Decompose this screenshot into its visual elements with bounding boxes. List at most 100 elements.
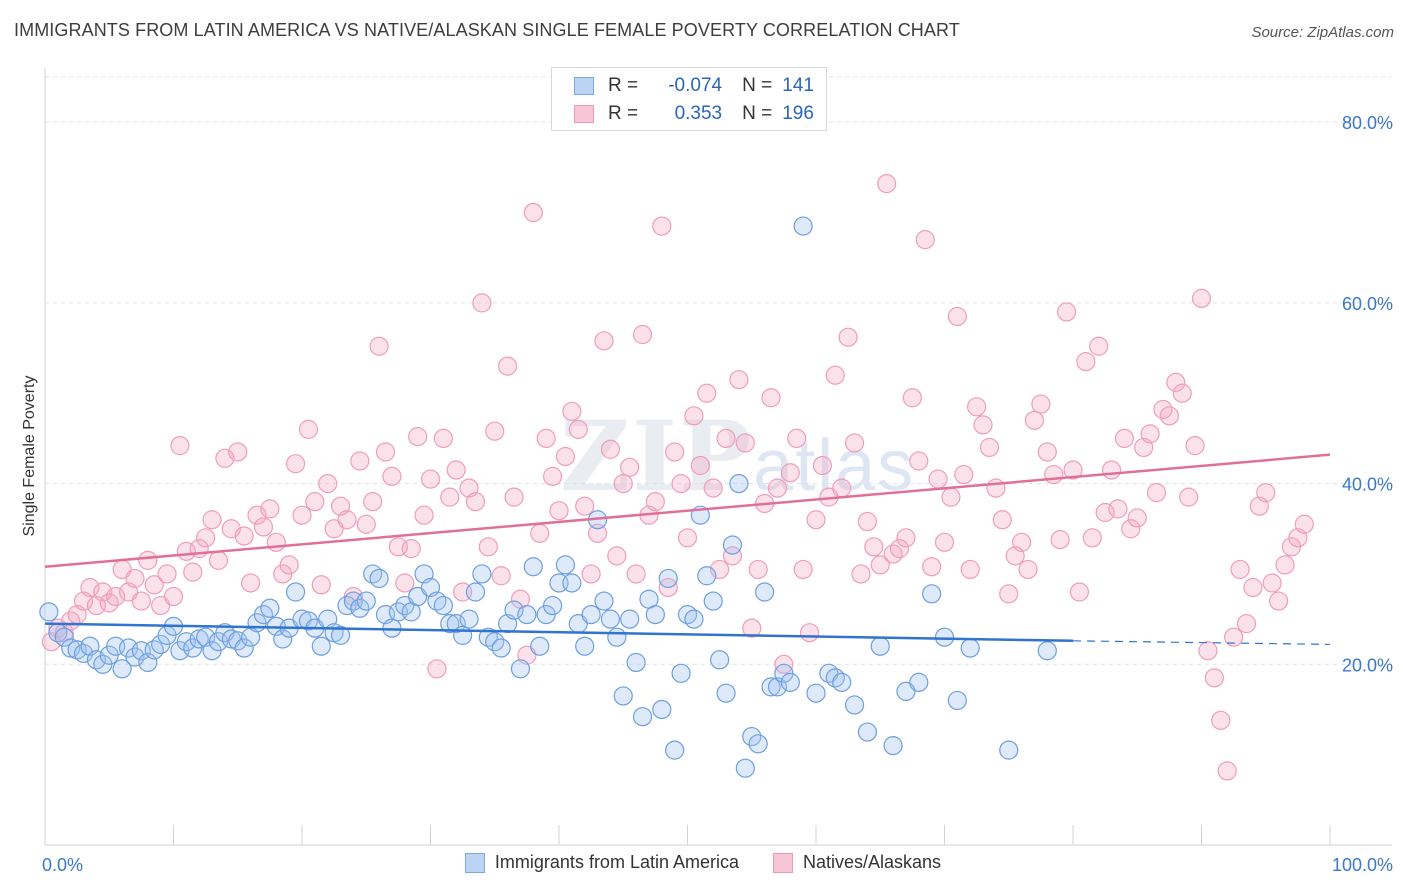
data-point-immigrants <box>947 690 967 711</box>
data-point-immigrants <box>555 555 576 575</box>
data-point-natives <box>896 528 916 548</box>
data-point-immigrants <box>613 686 633 706</box>
data-point-immigrants <box>491 638 511 658</box>
y-tick-label: 60.0% <box>1342 294 1393 314</box>
chart-title: IMMIGRANTS FROM LATIN AMERICA VS NATIVE/… <box>14 20 960 40</box>
data-point-natives <box>305 492 325 512</box>
data-point-natives <box>93 582 113 602</box>
data-point-immigrants <box>54 627 74 647</box>
data-point-immigrants <box>934 627 955 647</box>
data-point-natives <box>626 564 646 584</box>
data-point-natives <box>832 478 852 498</box>
data-point-natives <box>279 555 299 575</box>
data-point-natives <box>498 356 518 376</box>
data-point-immigrants <box>311 636 331 656</box>
data-point-immigrants <box>703 591 723 611</box>
data-point-natives <box>1095 502 1115 523</box>
data-point-natives <box>260 499 280 519</box>
data-point-natives <box>318 473 338 494</box>
data-point-natives <box>1185 436 1205 456</box>
y-tick-label: 80.0% <box>1342 113 1393 133</box>
data-point-natives <box>1024 410 1045 430</box>
data-point-natives <box>870 555 890 575</box>
data-point-natives <box>780 463 800 483</box>
legend-r-label: R = <box>608 75 639 96</box>
data-point-natives <box>992 510 1012 530</box>
data-point-natives <box>620 457 640 477</box>
data-point-natives <box>530 523 550 543</box>
data-point-natives <box>562 401 582 421</box>
data-point-natives <box>1140 424 1160 444</box>
data-point-immigrants <box>523 557 543 577</box>
legend-swatch-blue <box>574 77 594 95</box>
data-point-natives <box>485 421 505 441</box>
data-point-immigrants <box>671 663 691 683</box>
data-point-immigrants <box>542 595 563 616</box>
data-point-natives <box>928 469 948 489</box>
data-point-immigrants <box>594 591 614 611</box>
data-point-natives <box>414 505 434 525</box>
series-legend: Immigrants from Latin America Natives/Al… <box>0 852 1406 873</box>
data-point-natives <box>337 510 357 530</box>
data-point-immigrants <box>433 595 453 616</box>
data-point-natives <box>600 439 621 459</box>
data-point-immigrants <box>1037 641 1057 661</box>
x-tick-label: 0.0% <box>42 855 83 875</box>
data-point-natives <box>1018 559 1038 580</box>
data-point-immigrants <box>189 629 209 649</box>
data-point-natives <box>947 306 967 327</box>
data-point-natives <box>761 388 781 408</box>
data-point-natives <box>1159 406 1179 426</box>
data-point-immigrants <box>446 614 466 634</box>
data-point-immigrants <box>472 564 492 584</box>
data-point-natives <box>433 428 453 449</box>
data-point-natives <box>568 419 588 439</box>
series-natives-points <box>41 174 1314 781</box>
data-point-natives <box>395 573 415 593</box>
data-point-immigrants <box>857 722 878 742</box>
data-point-natives <box>472 293 492 313</box>
data-point-natives <box>690 455 710 476</box>
data-point-natives <box>652 216 672 236</box>
y-axis-label: Single Female Poverty <box>21 375 38 537</box>
data-point-natives <box>1108 499 1128 519</box>
data-point-immigrants <box>652 699 672 720</box>
data-point-immigrants <box>504 600 524 620</box>
data-point-immigrants <box>999 740 1019 760</box>
data-point-natives <box>401 539 421 559</box>
legend-label-natives: Natives/Alaskans <box>803 852 942 872</box>
data-point-natives <box>722 546 743 566</box>
data-point-natives <box>748 559 768 580</box>
data-point-natives <box>523 202 543 223</box>
data-point-natives <box>1172 383 1192 403</box>
data-point-natives <box>787 428 807 449</box>
data-point-natives <box>1056 302 1077 322</box>
data-point-natives <box>793 559 813 580</box>
data-point-natives <box>1101 460 1122 480</box>
data-point-immigrants <box>562 573 582 593</box>
legend-n-label: N = <box>742 75 773 96</box>
trend-line-immigrants <box>44 622 1074 643</box>
data-point-natives <box>491 566 511 586</box>
data-point-natives <box>967 397 987 417</box>
data-point-immigrants <box>61 638 81 658</box>
data-point-natives <box>889 539 910 559</box>
data-point-natives <box>157 564 177 584</box>
data-point-immigrants <box>575 636 595 656</box>
data-point-natives <box>851 564 871 584</box>
data-point-natives <box>1069 582 1090 602</box>
series-immigrants-points <box>39 216 1057 778</box>
data-point-immigrants <box>909 672 929 692</box>
data-point-natives <box>1037 442 1057 462</box>
data-point-immigrants <box>459 609 479 629</box>
data-point-natives <box>645 492 665 512</box>
data-point-natives <box>742 618 762 638</box>
data-point-natives <box>1224 627 1244 647</box>
data-point-immigrants <box>722 535 743 555</box>
data-point-immigrants <box>600 609 621 629</box>
data-point-immigrants <box>260 598 280 618</box>
data-point-immigrants <box>761 677 781 697</box>
trend-line-natives <box>44 453 1331 568</box>
legend-swatch-pink <box>574 105 594 123</box>
data-point-immigrants <box>517 604 537 625</box>
